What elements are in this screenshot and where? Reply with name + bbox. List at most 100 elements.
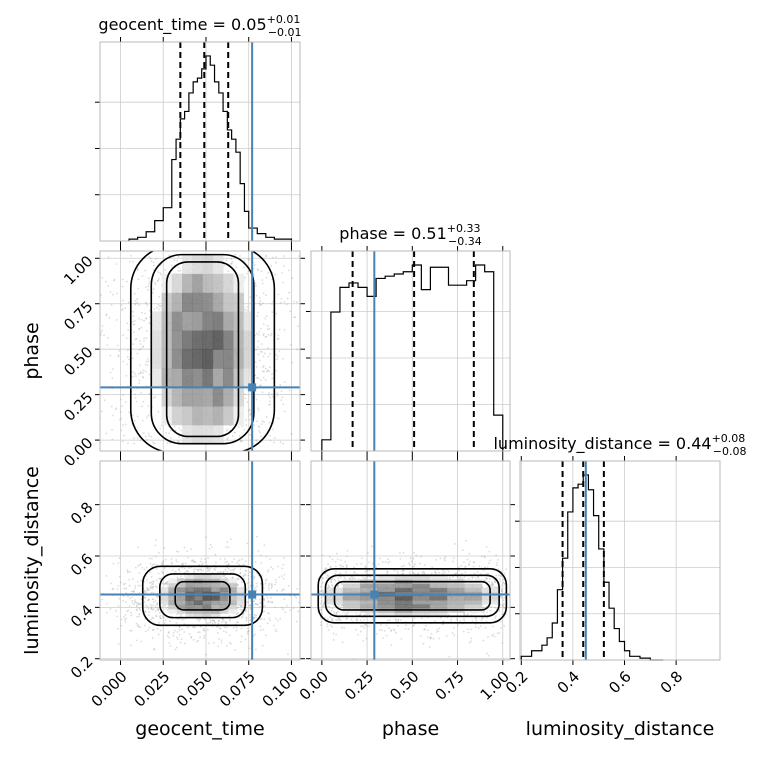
density-cell (394, 575, 413, 580)
density-cell (429, 587, 448, 593)
x-tick-label-luminosity_distance: 0.4 (554, 668, 584, 698)
panel-frame (519, 460, 721, 661)
density-cell (202, 604, 212, 610)
density-cell (192, 424, 204, 445)
density-cell (223, 368, 234, 388)
x-tick-label-phase: 0.00 (296, 668, 332, 704)
truth-marker (248, 383, 257, 392)
density-cell (171, 273, 183, 293)
density-cell (194, 578, 204, 584)
density-cell (192, 349, 204, 369)
title-sup: +0.08 (712, 432, 746, 445)
density-cell (243, 368, 255, 388)
density-cell (342, 583, 361, 589)
density-cell (394, 595, 413, 601)
density-cell (412, 612, 431, 617)
density-cell (212, 292, 224, 312)
title-sub: −0.08 (713, 445, 747, 458)
density-cell (176, 587, 186, 592)
contour-level-2 (150, 253, 255, 445)
density-cell (168, 578, 178, 584)
hist-panel-luminosity_distance (515, 456, 721, 665)
panel-title-luminosity_distance: luminosity_distance = 0.44+0.08 −0.08 (493, 432, 746, 458)
density-cell (228, 604, 238, 610)
density-cell (182, 387, 193, 407)
density-cell (342, 595, 361, 601)
density-cell (429, 599, 448, 605)
density-cell (212, 368, 224, 388)
density-cell (212, 387, 224, 407)
density-cell (176, 578, 186, 584)
x-tick-label-luminosity_distance: 0.2 (502, 668, 532, 698)
hist-panel-phase-bg (311, 251, 510, 451)
density-cell (151, 349, 163, 369)
truth-marker (248, 590, 257, 599)
density-cell (202, 424, 214, 445)
density-cell (236, 587, 246, 592)
density-cell (228, 600, 238, 606)
density-cell (412, 587, 431, 593)
density-cell (192, 273, 204, 293)
density-cell (168, 604, 178, 610)
density-cell (202, 387, 214, 407)
density-cell (194, 600, 204, 606)
y-tick-label-phase: 0.75 (60, 298, 96, 334)
density-cell (194, 587, 204, 592)
density-cell (243, 349, 255, 369)
density-cell (236, 600, 246, 606)
density-cell (429, 612, 448, 617)
density-cell (394, 604, 413, 609)
density-cell (447, 595, 465, 601)
density-cell (377, 599, 396, 605)
density-cell (168, 582, 178, 588)
density-cell (202, 254, 214, 275)
density-cell (171, 311, 183, 331)
density-cell (159, 600, 169, 606)
density-cell (236, 595, 246, 601)
density-cell (223, 405, 234, 426)
density-cell (412, 604, 431, 609)
joint-panel-phase-luminosity_distance (306, 456, 515, 665)
density-cell (192, 330, 204, 350)
density-cell (176, 608, 186, 614)
density-cell (194, 608, 204, 614)
density-cell (447, 599, 465, 605)
density-cell (412, 575, 431, 580)
x-axis-label-geocent_time: geocent_time (135, 718, 264, 740)
panel-frame (99, 250, 301, 452)
density-cell (394, 583, 413, 589)
density-cell (429, 575, 448, 580)
density-cell (412, 583, 431, 589)
x-axis-label-luminosity_distance: luminosity_distance (526, 718, 715, 740)
density-cell (151, 311, 163, 331)
density-cell (171, 330, 183, 350)
x-tick-label-geocent_time: 0.100 (259, 668, 302, 711)
density-cell (394, 612, 413, 617)
density-cell (171, 368, 183, 388)
density-cell (171, 387, 183, 407)
density-cell (194, 595, 204, 601)
density-cell (394, 587, 413, 593)
density-cell (219, 595, 229, 601)
density-cell (168, 587, 178, 592)
density-cell (377, 587, 396, 593)
density-cell (194, 604, 204, 610)
density-cell (377, 583, 396, 589)
histogram-geocent_time (128, 55, 293, 241)
title-sub: −0.34 (448, 235, 482, 248)
density-cell (243, 330, 255, 350)
density-cell (228, 608, 238, 614)
y-tick-label-luminosity_distance: 0.4 (67, 601, 97, 631)
panel-title-phase: phase = 0.51+0.33 −0.34 (339, 222, 481, 248)
density-cell (412, 599, 431, 605)
density-cell (212, 349, 224, 369)
density-cell (360, 595, 379, 601)
density-cell (176, 604, 186, 610)
density-cell (464, 587, 483, 593)
density-cell (360, 587, 379, 593)
density-cell (185, 587, 195, 592)
density-cell (219, 578, 229, 584)
density-cell (151, 368, 163, 388)
density-cell (202, 578, 212, 584)
density-cell (202, 330, 214, 350)
